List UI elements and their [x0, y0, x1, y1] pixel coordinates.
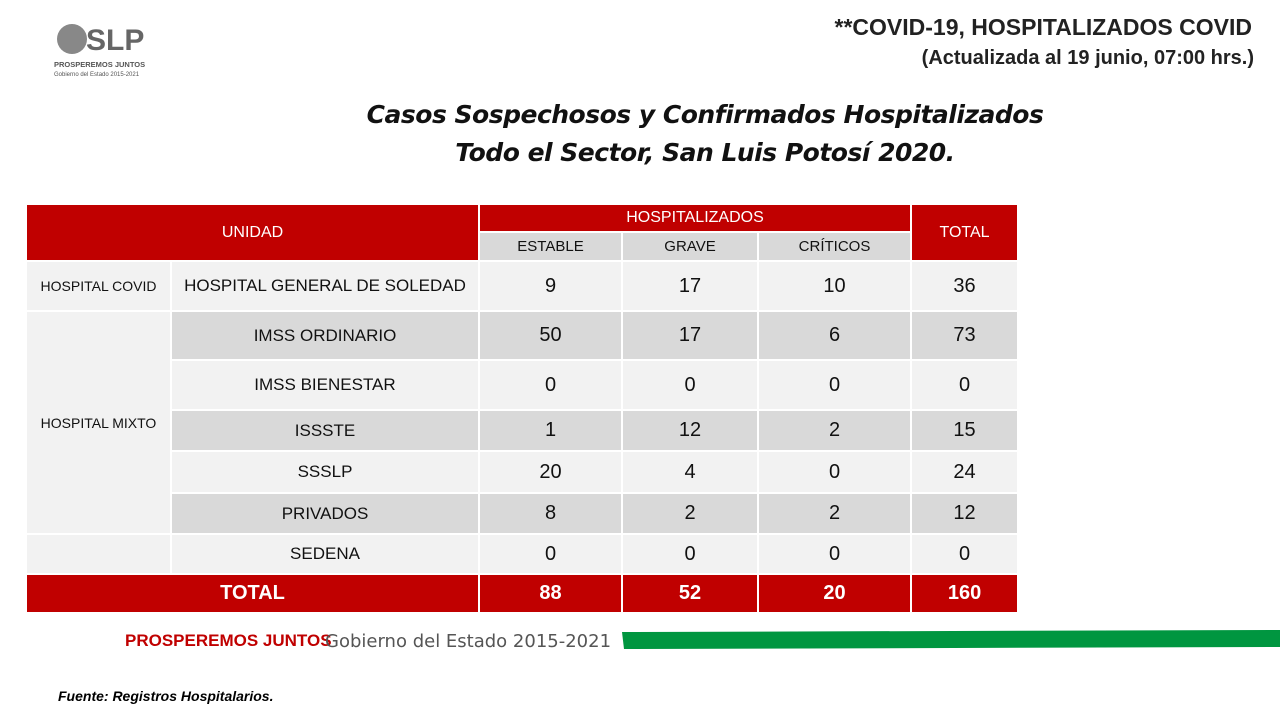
header-cell: UNIDAD: [25, 203, 480, 262]
value-cell: 2: [756, 409, 913, 452]
value-cell: 4: [621, 450, 759, 494]
value-cell: 36: [910, 260, 1020, 312]
heading: Todo el Sector, San Luis Potosí 2020.: [455, 138, 955, 167]
title: **COVID-19, HOSPITALIZADOS COVID: [834, 14, 1252, 40]
group-cell: [25, 533, 172, 575]
value-cell: 10: [756, 260, 913, 312]
column-header: ESTABLE: [478, 231, 623, 262]
value-cell: 24: [910, 450, 1020, 494]
value-cell: 0: [478, 359, 623, 411]
value-cell: 0: [756, 359, 913, 411]
table-row: UNIDAD HOSPITALIZADOS TOTAL: [25, 203, 1020, 262]
value-cell: 73: [910, 310, 1020, 361]
value-cell: 20: [478, 450, 623, 494]
total-value: 52: [621, 573, 759, 614]
logo: SLP PROSPEREMOS JUNTOS Gobierno del Esta…: [54, 24, 145, 78]
green-bar: [622, 630, 1280, 649]
total-label: TOTAL: [25, 573, 480, 614]
value-cell: 1: [478, 409, 623, 452]
value-cell: 8: [478, 492, 623, 535]
unit-cell: HOSPITAL GENERAL DE SOLEDAD: [170, 260, 480, 312]
logo-emblem: [57, 24, 87, 54]
value-cell: 12: [910, 492, 1020, 535]
table: UNIDAD HOSPITALIZADOS TOTAL ESTABLE GRAVE CRÍ…: [25, 203, 1020, 614]
logo-slogan: PROSPEREMOS JUNTOS: [54, 60, 145, 69]
total-value: 20: [756, 573, 913, 614]
table-row: IMSS BIENESTAR 0 0 0 0: [26, 359, 1020, 411]
source: Fuente: Registros Hospitalarios.: [58, 688, 274, 704]
logo-mark: SLP: [86, 24, 144, 57]
table-row: HOSPITAL MIXTO IMSS ORDINARIO 50 17 6 73: [25, 310, 1020, 535]
footer-slogan: PROSPEREMOS JUNTOS: [125, 631, 332, 650]
table-row: TOTAL 88 52 20 160: [25, 573, 1020, 614]
footer-government: Gobierno del Estado 2015-2021: [325, 631, 612, 652]
value-cell: 50: [478, 310, 623, 361]
heading: Casos Sospechosos y Confirmados Hospital…: [366, 100, 1044, 129]
header-cell: HOSPITALIZADOS: [477, 203, 913, 233]
value-cell: 2: [621, 492, 759, 535]
table-row: ESTABLE GRAVE CRÍTICOS: [26, 231, 1018, 262]
group-cell: HOSPITAL MIXTO: [25, 310, 172, 535]
group-cell: HOSPITAL COVID: [25, 260, 172, 312]
table-row: SSSLP 20 4 0 24: [26, 450, 1020, 494]
subtitle: (Actualizada al 19 junio, 07:00 hrs.): [921, 47, 1254, 69]
total-value: 88: [478, 573, 623, 614]
value-cell: 6: [756, 310, 913, 361]
value-cell: 0: [756, 450, 913, 494]
unit-cell: ISSSTE: [170, 409, 480, 452]
value-cell: 15: [910, 409, 1020, 452]
unit-cell: SEDENA: [170, 533, 480, 575]
total-value: 160: [910, 573, 1020, 614]
value-cell: 9: [478, 260, 623, 312]
unit-cell: PRIVADOS: [170, 492, 480, 535]
value-cell: 0: [756, 533, 913, 575]
unit-cell: IMSS BIENESTAR: [170, 359, 480, 411]
table-row: SEDENA 0 0 0 0: [25, 533, 1020, 575]
table-row: ISSSTE 1 12 2 15: [26, 409, 1020, 452]
column-header: GRAVE: [621, 231, 759, 262]
unit-cell: SSSLP: [170, 450, 480, 494]
column-header: CRÍTICOS: [756, 231, 913, 262]
value-cell: 0: [910, 359, 1020, 411]
value-cell: 0: [621, 359, 759, 411]
value-cell: 0: [621, 533, 759, 575]
header-cell: TOTAL: [910, 203, 1020, 262]
value-cell: 0: [478, 533, 623, 575]
value-cell: 2: [756, 492, 913, 535]
value-cell: 12: [621, 409, 759, 452]
value-cell: 17: [621, 260, 759, 312]
table-row: PRIVADOS 8 2 2 12: [26, 492, 1020, 535]
footer-band: [622, 630, 1280, 649]
value-cell: 17: [621, 310, 759, 361]
logo-government: Gobierno del Estado 2015-2021: [54, 72, 140, 78]
unit-cell: IMSS ORDINARIO: [170, 310, 480, 361]
value-cell: 0: [910, 533, 1020, 575]
table-row: HOSPITAL COVID HOSPITAL GENERAL DE SOLEDA…: [25, 260, 1020, 312]
